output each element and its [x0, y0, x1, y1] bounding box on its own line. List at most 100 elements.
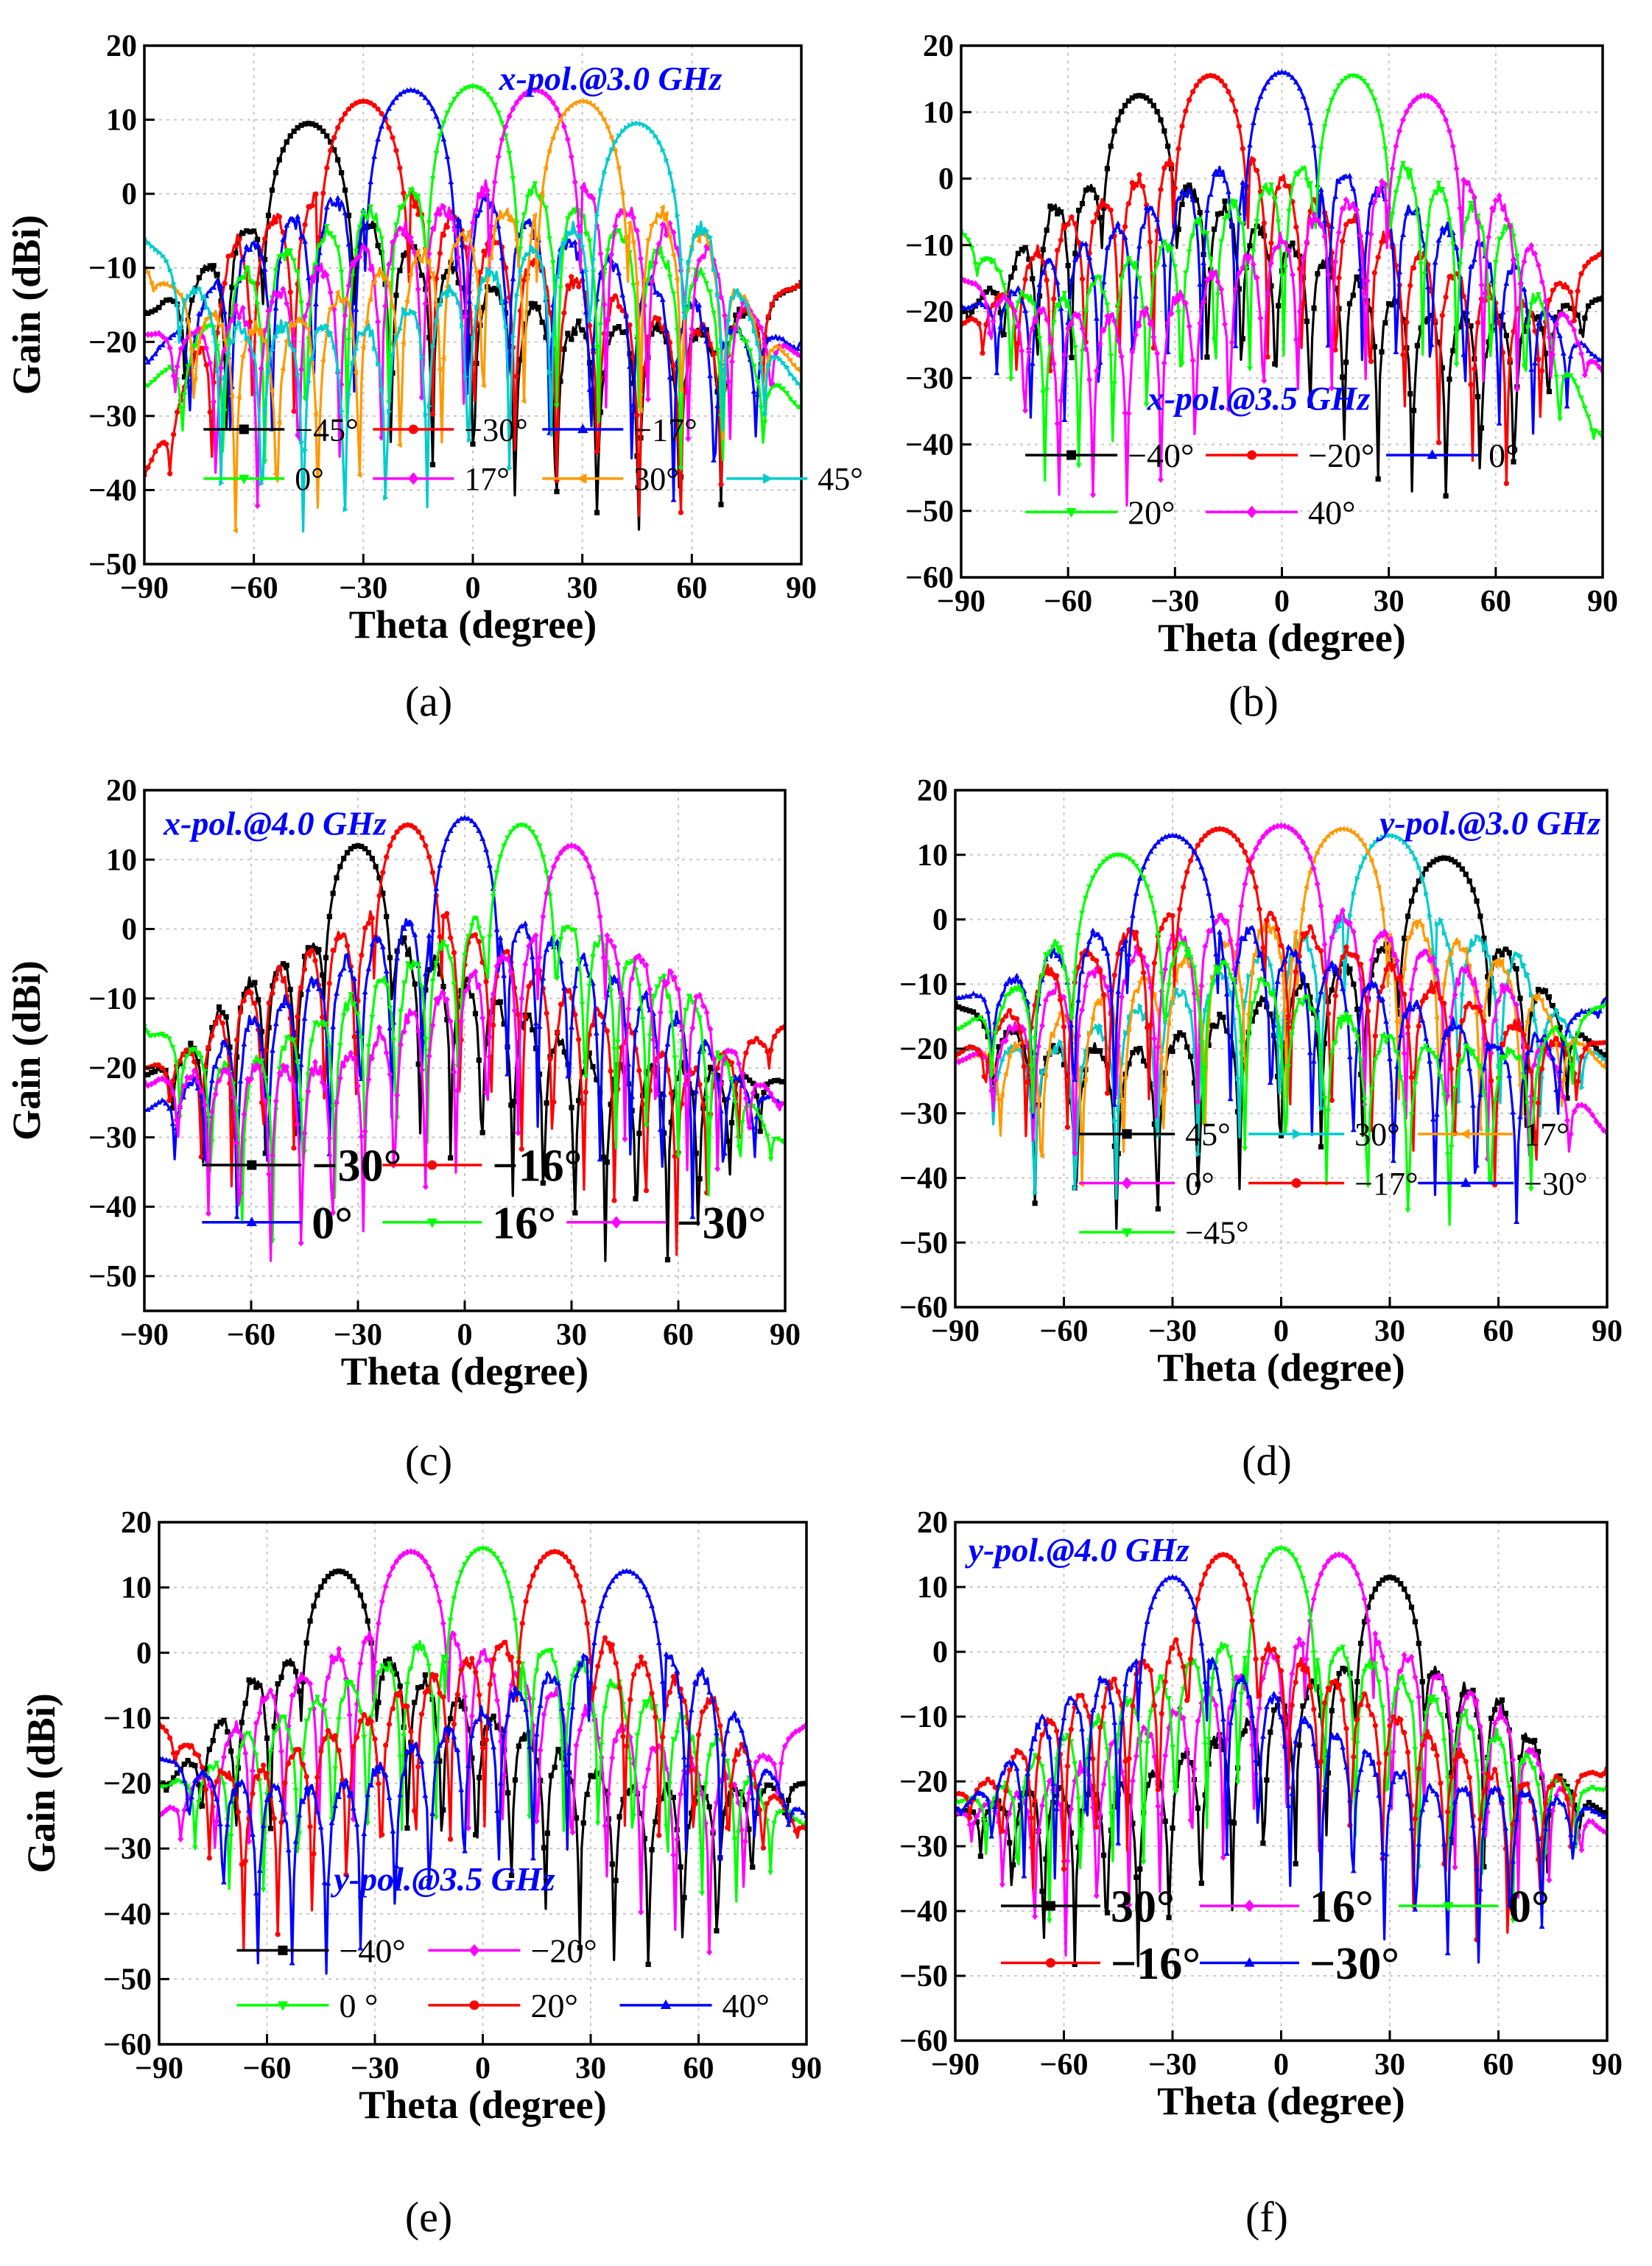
legend-label-4: 40°: [1308, 493, 1355, 531]
legend-marker-2: [1443, 1901, 1454, 1912]
legend-label-5: −30°: [1524, 1166, 1587, 1202]
legend-marker-2: [246, 1217, 257, 1227]
x-tick-label-1: −60: [230, 571, 278, 605]
panel-label: (d): [1242, 1437, 1292, 1485]
legend-marker-6: [763, 473, 773, 484]
legend-marker-1: [408, 424, 418, 434]
legend-label-1: −16°: [492, 1141, 582, 1192]
x-axis-title: Theta (degree): [341, 1349, 588, 1393]
y-tick-label-6: 10: [106, 104, 137, 138]
legend-marker-3: [469, 2000, 479, 2010]
series-4: [144, 842, 785, 1262]
legend-label-2: 0°: [1508, 1882, 1550, 1932]
y-tick-label-3: −20: [88, 1052, 137, 1086]
x-tick-label-1: −60: [243, 2052, 292, 2086]
x-tick-label-2: −30: [351, 2052, 399, 2086]
legend-label-0: 45°: [1185, 1116, 1231, 1153]
series-4: [955, 1574, 1607, 1964]
y-axis-title: Gain (dBi): [4, 215, 49, 395]
x-axis-title: Theta (degree): [349, 602, 597, 647]
series-2: [159, 1546, 806, 1903]
y-tick-label-5: −10: [899, 1700, 948, 1734]
legend-label-0: −45°: [295, 412, 358, 448]
legend-marker-4: [660, 1999, 672, 2010]
legend-marker-3: [426, 1218, 437, 1228]
y-tick-label-4: −20: [899, 1032, 948, 1066]
y-tick-label-0: −60: [899, 1291, 948, 1325]
y-tick-label-0: −50: [88, 1260, 137, 1294]
legend-label-1: −20°: [530, 1932, 597, 1969]
y-tick-label-1: −50: [899, 1226, 948, 1260]
chart-panel-5: −90 −60 −30 0 30 60 90−60−50−40−30−20−1001020T…: [899, 1506, 1623, 2241]
legend-label-4: −30°: [676, 1199, 766, 1249]
x-tick-label-2: −30: [1148, 1315, 1197, 1348]
series-3: [144, 84, 801, 472]
y-tick-label-2: −40: [905, 429, 954, 462]
legend-marker-5: [577, 473, 587, 484]
x-tick-label-5: 60: [1480, 585, 1511, 619]
y-tick-label-6: 0: [136, 1636, 152, 1670]
legend-label-3: 0°: [295, 461, 324, 497]
legend-label-3: 20°: [1128, 493, 1175, 531]
x-axis-title: Theta (degree): [1157, 2079, 1405, 2123]
legend-marker-0: [1122, 1129, 1132, 1139]
legend-label-4: 40°: [722, 1987, 769, 2024]
legend-marker-1: [1244, 1899, 1255, 1913]
y-tick-label-0: −60: [905, 561, 954, 595]
legend-marker-0: [239, 424, 249, 434]
y-tick-label-6: 0: [932, 1636, 948, 1669]
x-tick-label-6: 90: [1592, 1315, 1623, 1348]
panel-label: (e): [405, 2193, 452, 2241]
legend-label-0: 30°: [1111, 1882, 1175, 1932]
chart-annotation: y-pol.@3.0 GHz: [1376, 804, 1600, 842]
x-axis-title: Theta (degree): [1157, 1345, 1405, 1390]
chart-panel-4: −90 −60 −30 0 30 60 90−60−50−40−30−20−1001020T…: [19, 1506, 822, 2241]
legend: 30° 16° 0° −16° −30°: [1000, 1882, 1550, 1989]
y-tick-label-5: 0: [122, 913, 137, 947]
y-tick-label-2: −30: [88, 1121, 137, 1155]
legend-label-3: 0°: [1185, 1166, 1215, 1202]
legend-label-5: 30°: [633, 461, 679, 497]
y-tick-label-0: −50: [88, 548, 137, 582]
chart-annotation: x-pol.@4.0 GHz: [163, 804, 387, 842]
x-tick-label-3: 0: [475, 2052, 491, 2086]
legend-marker-1: [468, 1943, 480, 1957]
y-tick-label-3: −30: [899, 1830, 948, 1864]
y-tick-label-4: −20: [905, 295, 954, 329]
chart-panel-3: −90 −60 −30 0 30 60 90−60−50−40−30−20−1001020T…: [899, 774, 1623, 1485]
y-tick-label-3: −20: [88, 326, 137, 359]
y-tick-label-3: −30: [899, 1097, 948, 1131]
legend-label-4: −17°: [1354, 1166, 1418, 1202]
x-tick-label-3: 0: [1274, 585, 1290, 619]
legend-label-2: 0°: [1488, 437, 1519, 474]
y-tick-label-2: −40: [899, 1162, 948, 1196]
x-tick-label-6: 90: [770, 1318, 801, 1352]
legend-marker-4: [611, 1216, 622, 1229]
panel-label: (f): [1245, 2193, 1288, 2241]
y-axis-title: Gain (dBi): [4, 960, 49, 1141]
x-axis-title: Theta (degree): [359, 2083, 606, 2127]
legend-marker-1: [1292, 1128, 1302, 1139]
legend-label-3: −16°: [1111, 1939, 1201, 1989]
legend-label-2: 0 °: [339, 1987, 378, 2024]
legend-marker-1: [427, 1160, 437, 1170]
y-tick-label-2: −40: [899, 1895, 948, 1929]
legend-marker-3: [239, 474, 250, 485]
chart-annotation: x-pol.@3.5 GHz: [1147, 380, 1371, 418]
x-tick-label-0: −90: [120, 571, 169, 605]
legend-marker-2: [577, 423, 588, 434]
series-6: [144, 120, 801, 533]
legend-label-6: 45°: [818, 461, 863, 497]
legend-marker-3: [1122, 1177, 1133, 1189]
x-axis-title: Theta (degree): [1158, 616, 1405, 660]
legend-marker-4: [1291, 1178, 1301, 1189]
y-tick-label-7: 10: [923, 96, 954, 130]
x-tick-label-6: 90: [791, 2052, 822, 2086]
y-axis-title: Gain (dBi): [19, 1693, 63, 1873]
legend-label-1: −20°: [1308, 437, 1374, 474]
series-2: [144, 814, 785, 1220]
y-tick-label-2: −30: [88, 400, 137, 434]
legend-marker-4: [1244, 1957, 1255, 1967]
x-tick-label-4: 30: [567, 571, 598, 605]
series-markers-3: [144, 84, 801, 472]
